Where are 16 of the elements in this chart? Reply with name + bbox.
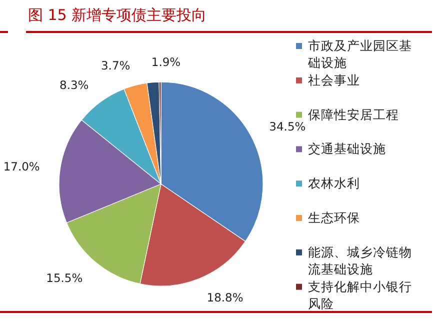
- data-label: 15.5%: [46, 271, 83, 286]
- data-label: 3.7%: [100, 58, 130, 73]
- legend-label: 支持化解中小银行风险: [308, 278, 412, 311]
- data-label: 1.9%: [151, 54, 181, 69]
- legend-label: 能源、城乡冷链物流基础设施: [308, 244, 412, 276]
- legend-label: 农林水利: [308, 176, 360, 191]
- chart-title: 图 15 新增专项债主要投向: [28, 6, 207, 24]
- data-label: 8.3%: [60, 78, 89, 92]
- legend-label: 生态环保: [308, 210, 360, 225]
- legend-label: 交通基础设施: [308, 141, 386, 156]
- data-label: 18.8%: [206, 290, 244, 305]
- data-label: 17.0%: [3, 159, 40, 174]
- legend-label: 市政及产业园区基础设施: [307, 38, 412, 70]
- legend-label: 保障性安居工程: [308, 106, 399, 122]
- data-label: 34.5%: [269, 120, 306, 134]
- legend-label: 社会事业: [308, 72, 360, 88]
